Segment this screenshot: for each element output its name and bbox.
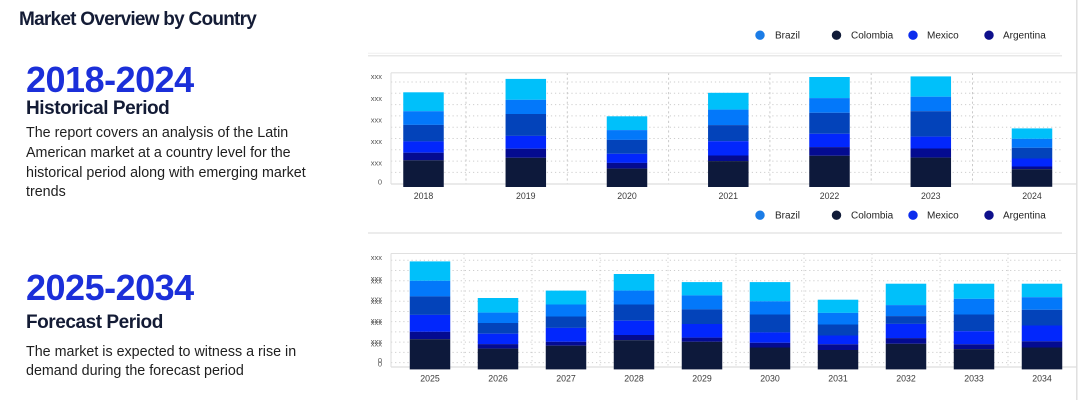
svg-text:Brazil: Brazil — [775, 211, 800, 222]
svg-text:xxx: xxx — [371, 318, 383, 327]
svg-text:Mexico: Mexico — [927, 211, 959, 222]
svg-text:2018: 2018 — [414, 191, 434, 201]
svg-text:2031: 2031 — [828, 374, 848, 384]
svg-text:xxx: xxx — [371, 339, 383, 348]
svg-text:xxx: xxx — [371, 337, 383, 346]
svg-text:2023: 2023 — [921, 191, 941, 201]
svg-text:2025: 2025 — [420, 374, 440, 384]
svg-text:xxx: xxx — [371, 116, 383, 125]
svg-text:Colombia: Colombia — [851, 31, 894, 42]
svg-text:2033: 2033 — [964, 374, 984, 384]
svg-text:Brazil: Brazil — [775, 31, 800, 42]
svg-text:xxx: xxx — [371, 277, 383, 286]
svg-text:2030: 2030 — [760, 374, 780, 384]
svg-text:xxx: xxx — [371, 316, 383, 325]
svg-text:xxx: xxx — [371, 294, 383, 303]
svg-text:xxx: xxx — [371, 253, 383, 262]
svg-text:2019: 2019 — [516, 191, 536, 201]
svg-text:2027: 2027 — [556, 374, 576, 384]
svg-text:0: 0 — [378, 178, 382, 187]
svg-text:xxx: xxx — [371, 137, 383, 146]
svg-text:Argentina: Argentina — [1003, 31, 1046, 42]
svg-text:2028: 2028 — [624, 374, 644, 384]
svg-text:0: 0 — [378, 360, 382, 369]
svg-text:xxx: xxx — [371, 274, 383, 283]
svg-text:xxx: xxx — [371, 72, 383, 81]
svg-text:2021: 2021 — [719, 191, 739, 201]
svg-text:Colombia: Colombia — [851, 211, 894, 222]
svg-text:0: 0 — [378, 356, 382, 365]
svg-text:xxx: xxx — [371, 297, 383, 306]
svg-text:2026: 2026 — [488, 374, 508, 384]
svg-text:2029: 2029 — [692, 374, 712, 384]
svg-text:Mexico: Mexico — [927, 31, 959, 42]
svg-text:2022: 2022 — [820, 191, 840, 201]
svg-text:2032: 2032 — [896, 374, 916, 384]
svg-text:xxx: xxx — [371, 94, 383, 103]
svg-text:xxx: xxx — [371, 158, 383, 167]
svg-text:2024: 2024 — [1022, 191, 1042, 201]
svg-text:2034: 2034 — [1032, 374, 1052, 384]
svg-text:2020: 2020 — [617, 191, 637, 201]
svg-text:Argentina: Argentina — [1003, 211, 1046, 222]
